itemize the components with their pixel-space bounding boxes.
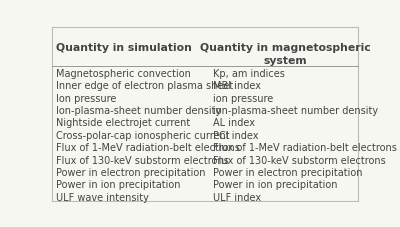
Text: Nightside electrojet current: Nightside electrojet current bbox=[56, 118, 190, 128]
Text: Ion pressure: Ion pressure bbox=[56, 93, 116, 103]
Text: Quantity in simulation: Quantity in simulation bbox=[56, 43, 192, 53]
Text: Flux of 1-MeV radiation-belt electrons: Flux of 1-MeV radiation-belt electrons bbox=[213, 143, 397, 153]
Text: Ion-plasma-sheet number density: Ion-plasma-sheet number density bbox=[56, 106, 221, 116]
Text: Power in ion precipitation: Power in ion precipitation bbox=[56, 180, 180, 190]
Text: PCI index: PCI index bbox=[213, 130, 258, 140]
Text: Cross-polar-cap ionospheric current: Cross-polar-cap ionospheric current bbox=[56, 130, 229, 140]
Text: Quantity in magnetospheric
system: Quantity in magnetospheric system bbox=[200, 43, 371, 66]
Text: ULF wave intensity: ULF wave intensity bbox=[56, 192, 148, 202]
Text: Kp, am indices: Kp, am indices bbox=[213, 69, 285, 79]
Text: Magnetospheric convection: Magnetospheric convection bbox=[56, 69, 190, 79]
Text: ion-plasma-sheet number density: ion-plasma-sheet number density bbox=[213, 106, 378, 116]
Text: Flux of 130-keV substorm electrons: Flux of 130-keV substorm electrons bbox=[213, 155, 386, 165]
Text: AL index: AL index bbox=[213, 118, 255, 128]
Text: Power in electron precipitation: Power in electron precipitation bbox=[56, 167, 205, 177]
Text: MBI index: MBI index bbox=[213, 81, 261, 91]
Text: Power in ion precipitation: Power in ion precipitation bbox=[213, 180, 337, 190]
Text: Power in electron precipitation: Power in electron precipitation bbox=[213, 167, 362, 177]
Text: Flux of 130-keV substorm electrons: Flux of 130-keV substorm electrons bbox=[56, 155, 228, 165]
Text: Flux of 1-MeV radiation-belt electrons: Flux of 1-MeV radiation-belt electrons bbox=[56, 143, 240, 153]
Text: ion pressure: ion pressure bbox=[213, 93, 273, 103]
Text: Inner edge of electron plasma sheet: Inner edge of electron plasma sheet bbox=[56, 81, 233, 91]
Text: ULF index: ULF index bbox=[213, 192, 261, 202]
